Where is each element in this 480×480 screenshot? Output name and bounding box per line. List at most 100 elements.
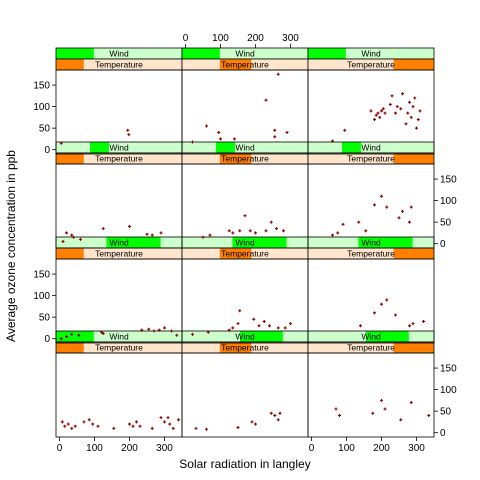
temperature-strip-label: Temperature [347,154,395,164]
data-point [217,130,221,134]
temperature-strip-label: Temperature [95,249,143,259]
data-point [289,322,292,326]
y-tick-label: 150 [440,175,457,186]
y-tick-label: 100 [440,385,457,396]
data-point [254,422,257,426]
data-point [359,324,362,328]
data-point [233,137,236,141]
data-point [406,111,410,115]
data-point [416,118,420,122]
data-point [112,426,116,430]
data-point [273,128,277,132]
data-point [282,229,285,233]
data-point [394,313,397,317]
data-point [170,329,173,333]
data-point [243,214,247,218]
data-point [77,333,81,337]
data-point [369,109,373,113]
data-point [422,319,425,323]
data-point [411,105,415,109]
data-point [191,140,194,144]
data-point [283,326,287,330]
data-point [147,327,151,331]
data-point [101,227,105,231]
data-point [163,326,166,330]
temperature-strip-bg [56,248,182,259]
data-point [264,229,268,233]
data-point [248,229,252,233]
x-tick-label: 200 [121,443,138,454]
data-point [177,418,180,422]
data-point [159,231,163,235]
data-point [404,122,408,126]
data-point [378,115,382,119]
data-point [208,233,212,237]
data-point [341,222,345,226]
x-tick-label: 300 [408,443,425,454]
data-point [159,416,163,420]
temperature-strip-bg [56,153,182,164]
data-point [131,424,135,428]
wind-strip-label: Wind [109,238,129,248]
data-point [364,229,368,233]
data-point [150,233,154,237]
temperature-strip-label: Temperature [347,249,395,259]
temperature-range-bar [393,342,434,353]
data-point [140,328,144,332]
data-point [427,413,431,417]
data-point [383,407,387,411]
data-point [380,302,383,306]
panel-border [307,69,435,155]
data-point [206,330,210,334]
data-point [236,322,240,326]
temperature-range-bar [219,342,252,353]
wind-strip-bg [182,48,308,59]
data-point [269,411,273,415]
y-tick-label: 150 [33,81,50,92]
strips-layer: WindTemperatureWindTemperatureWindTemper… [55,47,435,354]
data-point [171,426,175,430]
wind-strip-label: Wind [235,238,255,248]
data-point [381,107,385,111]
temperature-range-bar [219,59,252,70]
data-point [268,324,271,328]
temperature-strip-label: Temperature [347,343,395,353]
data-point [380,109,383,113]
wind-strip-label: Wind [361,238,381,248]
data-point [238,309,242,313]
data-point [269,220,273,224]
wind-range-bar [56,48,94,59]
x-tick-label: 0 [309,443,315,454]
temperature-range-bar [219,248,252,259]
y-tick-label: 150 [440,364,457,375]
temperature-range-bar [56,59,84,70]
x-tick-label: 300 [156,443,173,454]
y-tick-label: 100 [33,291,50,302]
temperature-range-bar [393,59,434,70]
temperature-strip-label: Temperature [95,343,143,353]
data-point [373,118,376,122]
x-tick-label: 100 [86,443,103,454]
y-tick-label: 100 [33,102,50,113]
temperature-strip-bg [308,59,434,70]
data-point [331,233,334,237]
temperature-range-bar [56,248,84,259]
data-point [276,418,280,422]
data-point [135,420,138,424]
wind-range-bar [358,237,413,248]
data-point [87,418,91,422]
data-point [66,422,70,426]
wind-strip-label: Wind [235,332,255,342]
data-point [257,324,261,328]
y-tick-label: 0 [440,239,446,250]
data-point [128,422,131,426]
temperature-range-bar [393,153,434,164]
data-point [401,209,404,213]
data-point [59,337,63,341]
data-point [401,92,404,96]
wind-strip-label: Wind [361,143,381,153]
data-point [126,128,130,132]
data-point [145,232,149,236]
data-point [205,427,208,431]
